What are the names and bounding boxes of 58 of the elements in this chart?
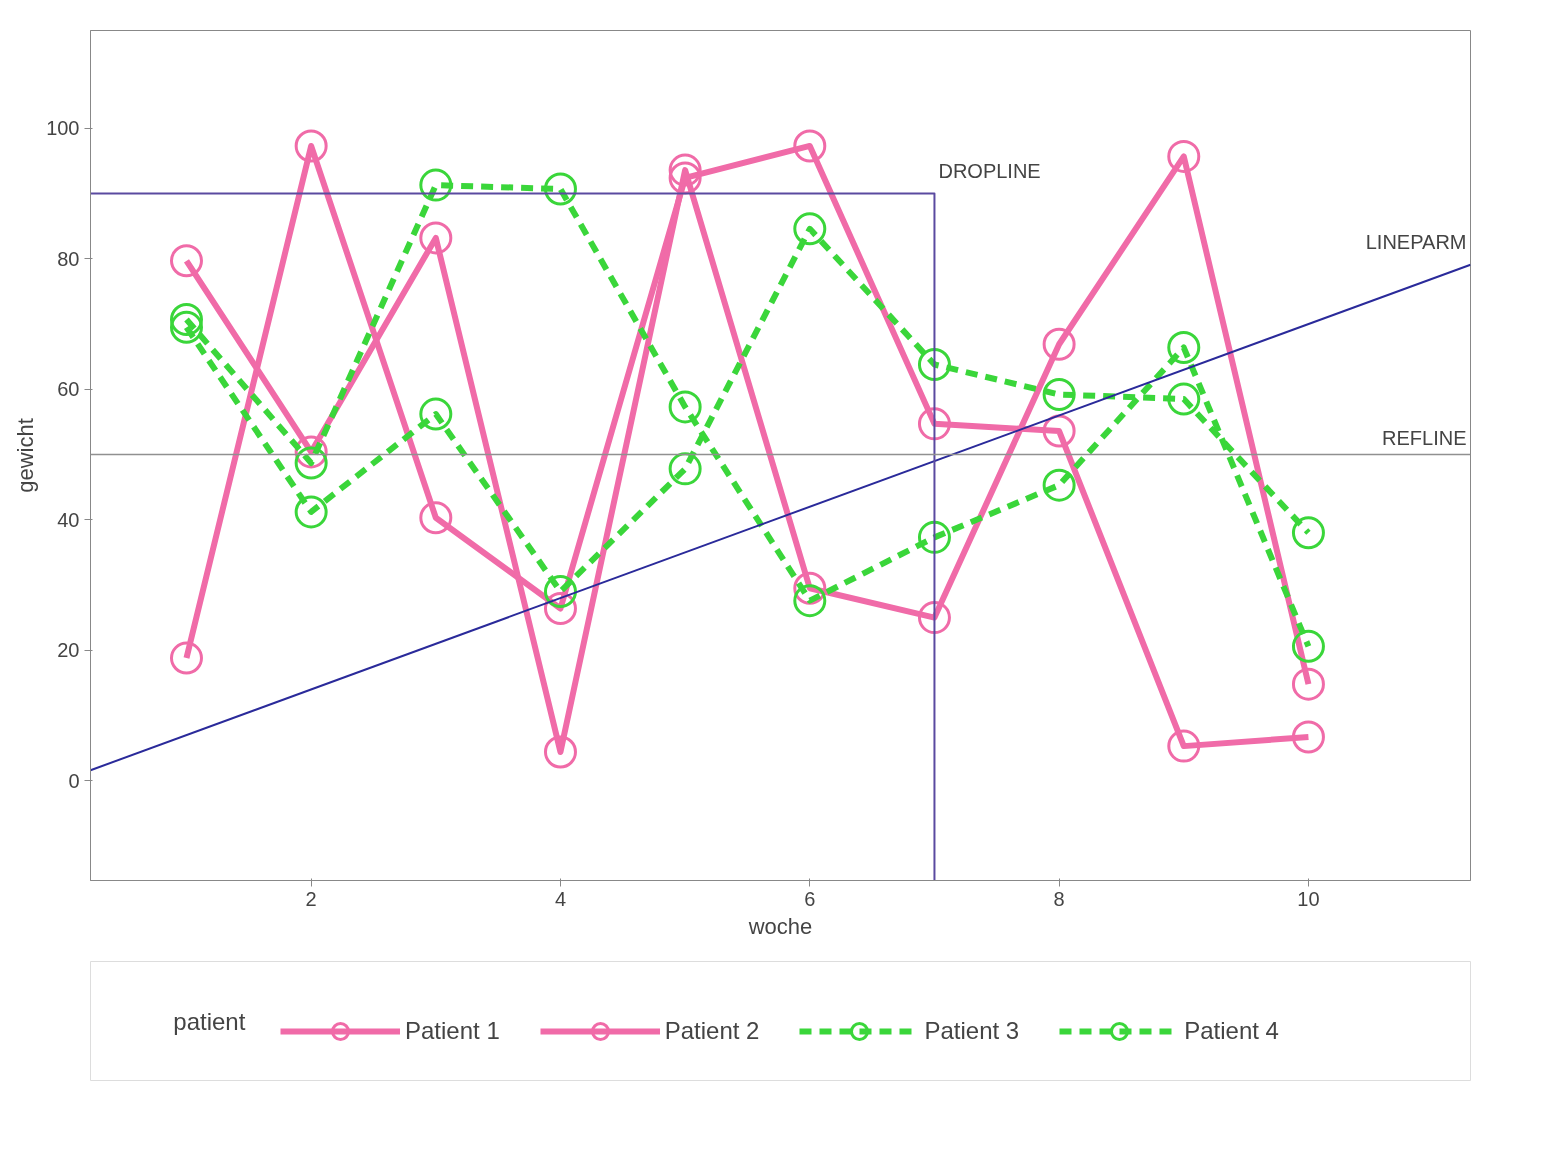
y-tick-label: 0 <box>68 769 80 792</box>
point <box>668 153 702 187</box>
point <box>294 446 328 480</box>
y-tick-label: 80 <box>57 247 80 270</box>
point <box>543 735 577 769</box>
point <box>668 161 702 195</box>
legend-label: Patient 2 <box>664 1017 760 1045</box>
point <box>169 310 203 344</box>
y-tick-label: 20 <box>57 639 80 662</box>
y-axis-title: gewicht <box>13 418 39 493</box>
point <box>419 397 453 431</box>
y-tick-label: 100 <box>46 117 80 140</box>
point <box>1291 720 1325 754</box>
legend-title: patient <box>173 1008 246 1035</box>
point <box>543 575 577 608</box>
point <box>1167 729 1201 763</box>
point <box>1291 629 1325 663</box>
point <box>917 348 951 381</box>
point <box>169 303 203 336</box>
y-tick-label: 60 <box>57 378 80 401</box>
point <box>917 407 951 441</box>
point <box>419 168 453 202</box>
point <box>1042 378 1076 411</box>
point <box>419 221 453 255</box>
point <box>1042 327 1076 361</box>
point <box>1291 516 1325 550</box>
point <box>917 520 951 554</box>
point <box>1167 382 1201 416</box>
series-label: LINEPARM <box>1365 230 1467 253</box>
x-axis-title: woche <box>747 913 813 939</box>
point <box>294 495 328 529</box>
point <box>294 129 328 163</box>
point <box>1167 331 1201 365</box>
point <box>668 452 702 486</box>
x-tick-label: 8 <box>1053 887 1065 910</box>
point <box>793 212 827 246</box>
x-tick-label: 10 <box>1297 887 1320 910</box>
point <box>1042 468 1076 502</box>
point <box>793 129 827 163</box>
ref-line-label: REFLINE <box>1382 426 1467 449</box>
x-tick-label: 2 <box>305 887 317 910</box>
series-label: DROPLINE <box>938 159 1041 182</box>
x-tick-label: 6 <box>804 887 816 910</box>
point <box>543 172 577 206</box>
point <box>1291 667 1325 701</box>
y-tick-label: 40 <box>57 508 80 531</box>
point <box>917 601 951 635</box>
point <box>668 390 702 424</box>
x-tick-label: 4 <box>554 887 567 910</box>
point <box>169 641 203 675</box>
legend-label: Patient 4 <box>1184 1017 1279 1045</box>
legend-label: Patient 1 <box>405 1017 500 1045</box>
point <box>1167 139 1201 173</box>
point <box>419 501 453 535</box>
point <box>169 244 203 278</box>
point <box>793 571 827 605</box>
point <box>793 584 827 618</box>
legend-label: Patient 3 <box>924 1017 1020 1045</box>
